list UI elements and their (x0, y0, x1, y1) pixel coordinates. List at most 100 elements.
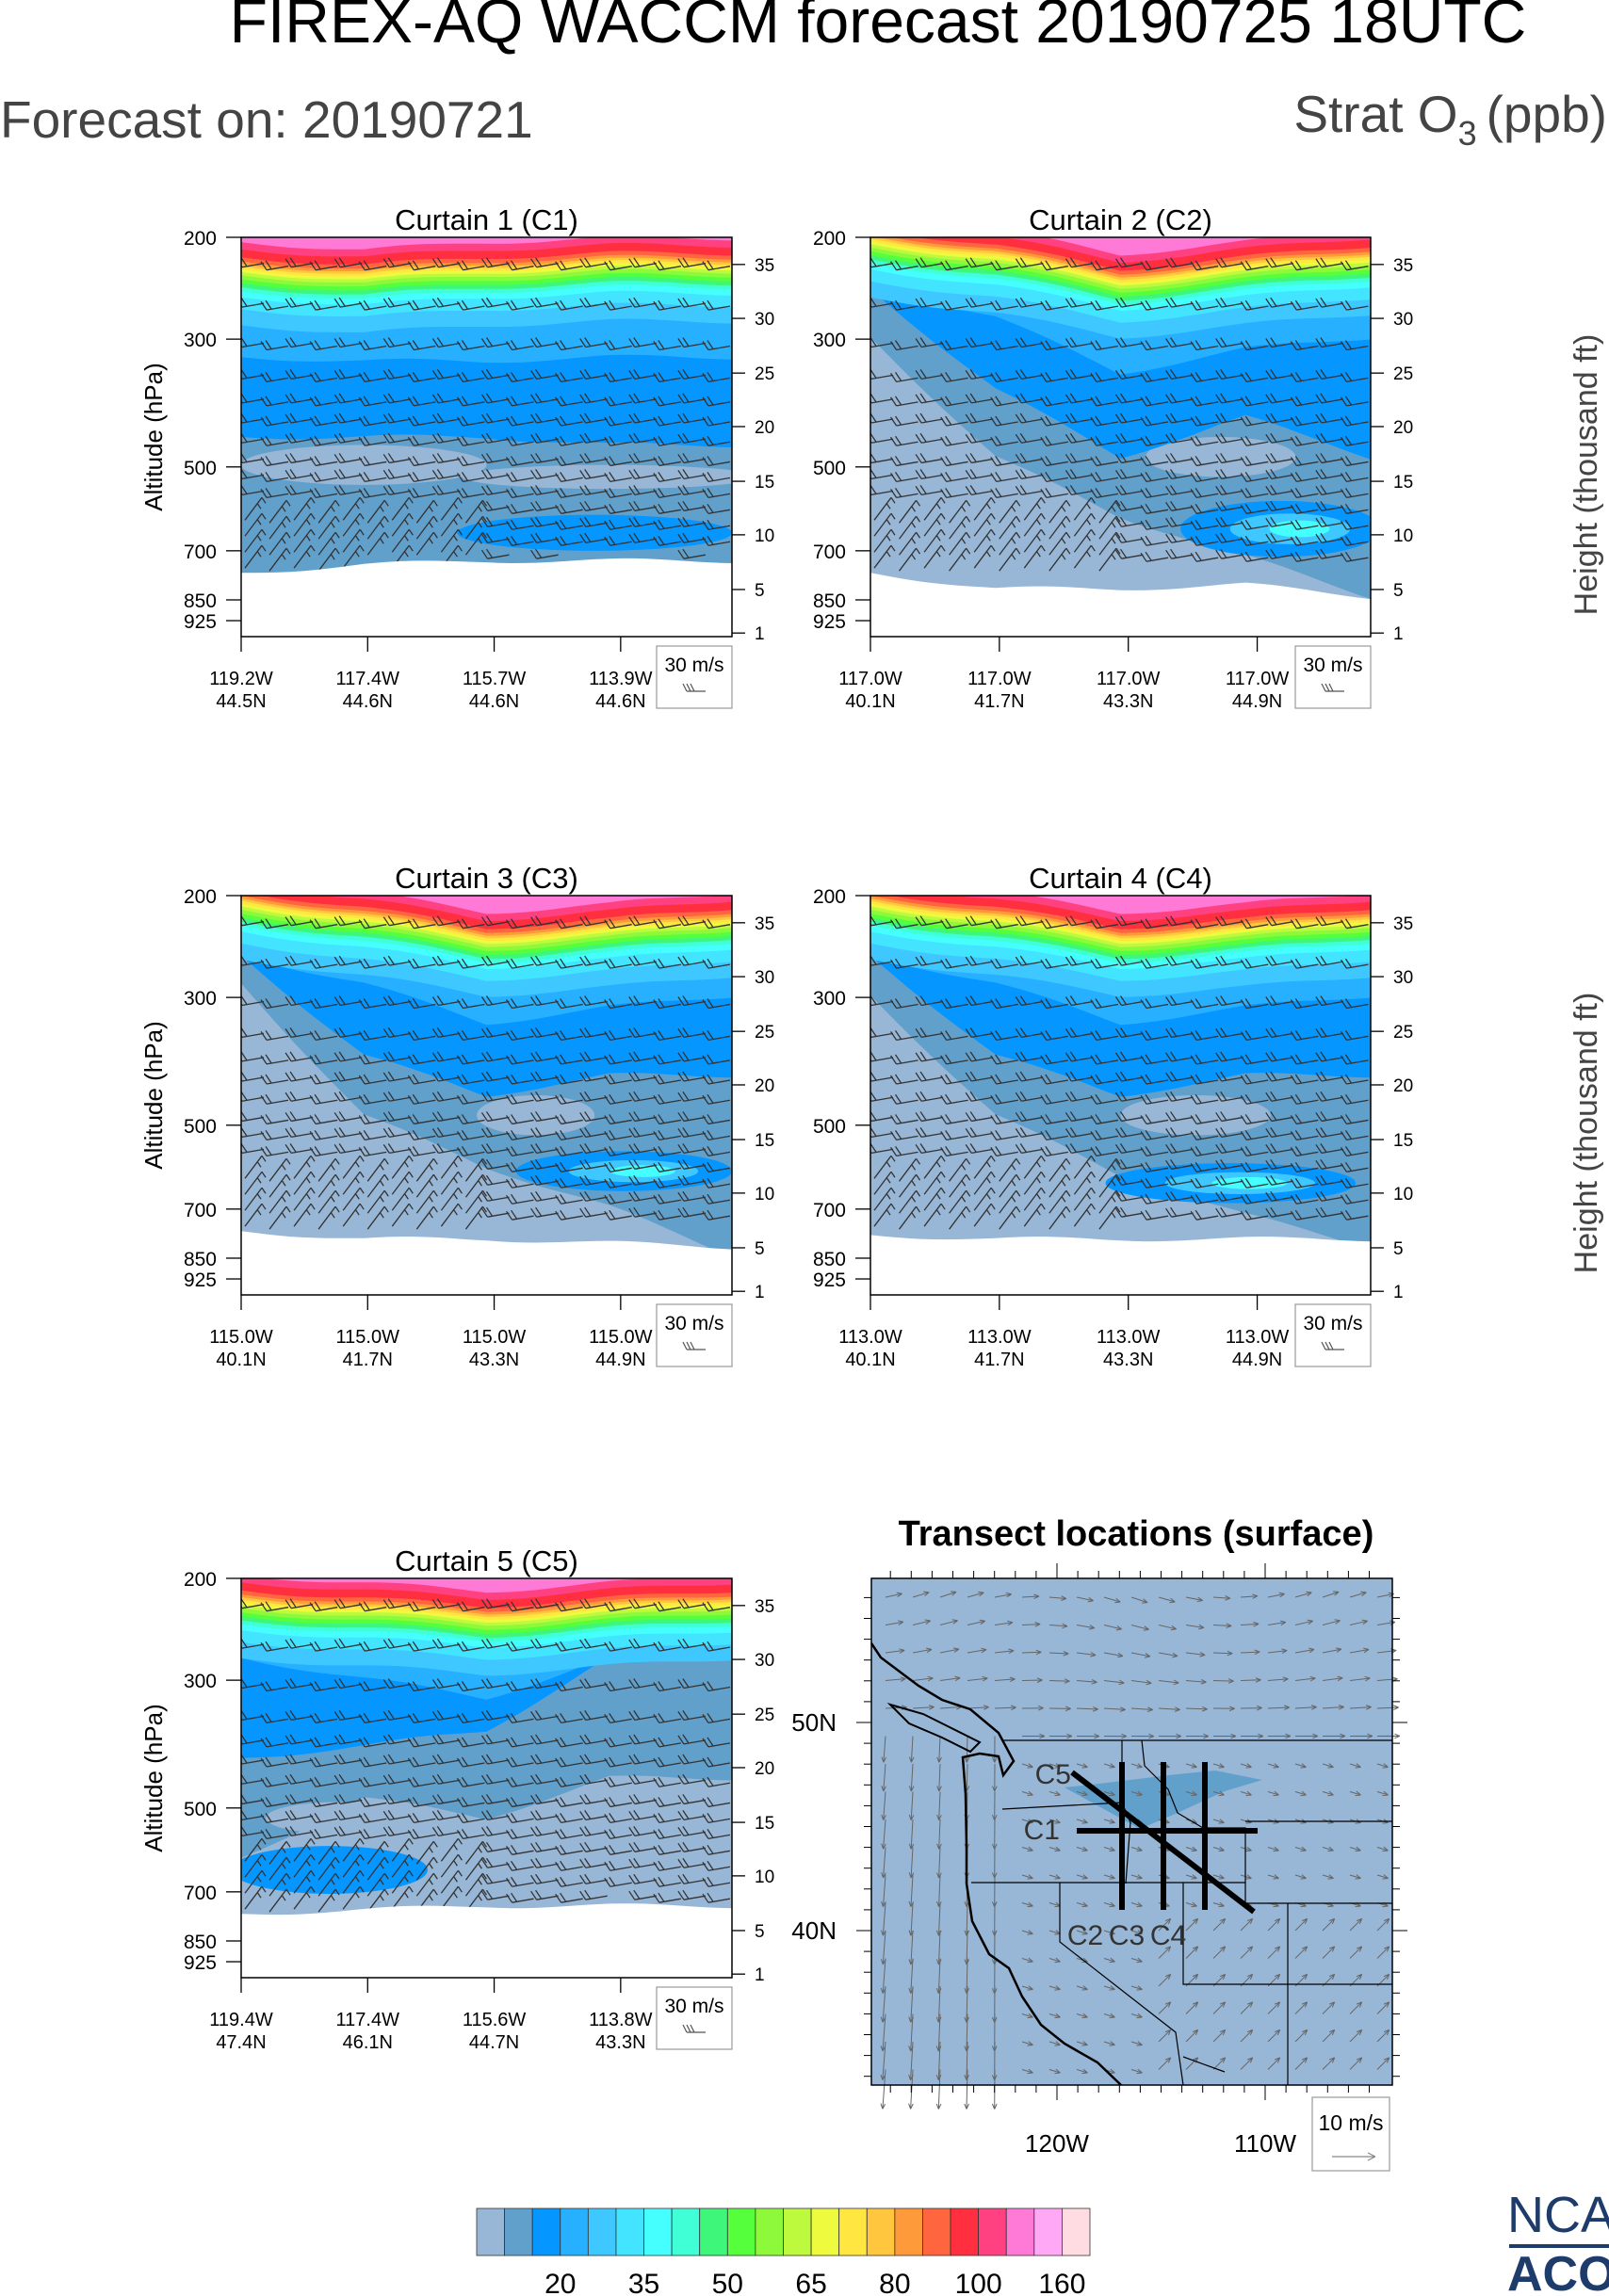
wind-barb (284, 1127, 314, 1139)
wind-barb (1090, 1074, 1119, 1085)
wind-barb (1265, 297, 1293, 308)
wind-barb (342, 1155, 365, 1179)
wind-barb (677, 469, 707, 480)
wind-barb (604, 1030, 632, 1042)
wind-vector (908, 1847, 915, 1879)
wind-barb (317, 1173, 340, 1198)
x-tick-lat: 44.6N (469, 691, 519, 712)
wind-barb (530, 337, 559, 348)
wind-barb (284, 955, 314, 966)
wind-barb (1065, 432, 1094, 444)
wind-barb (1315, 369, 1344, 380)
y-tick-label: 850 (184, 1249, 217, 1270)
wind-barb (506, 1876, 534, 1887)
wind-barb (702, 1161, 731, 1172)
wind-barb (604, 1177, 632, 1188)
wind-barb (1290, 396, 1319, 407)
wind-barb (965, 1111, 994, 1123)
wind-vector (1076, 1763, 1088, 1769)
wind-barb (990, 396, 1018, 407)
wind-barb (1265, 955, 1293, 966)
wind-vector (908, 1736, 915, 1763)
wind-barb (1265, 1190, 1293, 1202)
terrain-mask (241, 558, 732, 637)
wind-barb (1240, 396, 1269, 407)
wind-vector (1021, 1957, 1033, 1964)
wind-vector (1349, 1790, 1361, 1797)
wind-barb (628, 1857, 657, 1868)
wind-barb (407, 415, 436, 427)
wind-barb (506, 918, 534, 930)
wind-barb (241, 1638, 265, 1649)
colorbar-label: 65 (795, 2269, 826, 2296)
wind-barb (431, 995, 461, 1007)
wind-barb (1114, 393, 1144, 404)
wind-vector (1076, 2041, 1088, 2046)
wind-barb (890, 1054, 918, 1065)
wind-barb (1290, 918, 1319, 930)
wind-barb (293, 544, 316, 569)
wind-vector (1212, 1595, 1231, 1601)
wind-barb (456, 435, 485, 446)
colorbar-swatch (699, 2207, 728, 2256)
wind-barb (628, 337, 657, 348)
wind-barb (1065, 995, 1094, 1007)
wind-barb (555, 1844, 583, 1855)
wind-barb (358, 1114, 387, 1125)
wind-barb (940, 1145, 968, 1157)
wind-barb (1165, 915, 1194, 927)
wind-barb (940, 998, 968, 1010)
wind-barb (506, 1813, 534, 1824)
wind-barb (677, 1825, 707, 1837)
wind-barb (677, 484, 707, 496)
wind-barb (990, 487, 1018, 499)
wind-barb (456, 415, 485, 427)
wind-vector (1103, 1733, 1128, 1739)
wind-barb (431, 369, 461, 380)
wind-barb (293, 496, 316, 521)
wind-barb (241, 469, 265, 480)
wind-barb (555, 1074, 583, 1085)
wind-barb (1073, 496, 1096, 521)
wind-barb (431, 1678, 461, 1690)
wind-barb (1215, 1142, 1243, 1155)
wind-barb (1190, 299, 1219, 311)
wind-barb (653, 1756, 681, 1768)
wind-barb (873, 1187, 896, 1211)
wind-vector (1267, 1733, 1292, 1739)
variable-label: Strat O3 (ppb) (1293, 85, 1607, 153)
wind-barb (628, 1158, 657, 1170)
wind-barb (653, 1776, 681, 1787)
wind-barb (870, 337, 894, 348)
wind-barb (702, 1177, 731, 1188)
wind-barb (1073, 544, 1096, 569)
x-tick-lon: 115.0W (336, 1327, 400, 1348)
x-tick-lat: 40.1N (845, 1350, 895, 1370)
wind-barb (579, 1190, 608, 1202)
wind-barb (268, 1840, 291, 1865)
wind-barb (391, 496, 414, 521)
wind-barb (480, 469, 510, 480)
wind-barb (456, 396, 485, 407)
x-tick-lat: 41.7N (343, 1350, 393, 1370)
wind-vector (881, 1791, 886, 1820)
colorbar-swatch (615, 2207, 644, 2256)
wind-barb (1098, 1157, 1121, 1182)
wind-barb (990, 1145, 1018, 1157)
wind-barb (1165, 257, 1194, 268)
wind-vector (1103, 1706, 1126, 1712)
wind-barb (415, 1840, 438, 1865)
wind-barb (480, 1710, 510, 1722)
y2-tick-label: 15 (755, 1814, 774, 1834)
terrain-mask (241, 1231, 732, 1295)
wind-vector (1103, 1596, 1121, 1604)
wind-barb (333, 1710, 363, 1722)
wind-barb (677, 1638, 707, 1649)
wind-barb (1215, 369, 1243, 380)
wind-barb (309, 1756, 338, 1768)
wind-barb (604, 1114, 632, 1125)
wind-barb (382, 1710, 412, 1722)
wind-barb (480, 915, 510, 927)
wind-barb (1290, 1054, 1319, 1065)
coastline (870, 1642, 1122, 2086)
